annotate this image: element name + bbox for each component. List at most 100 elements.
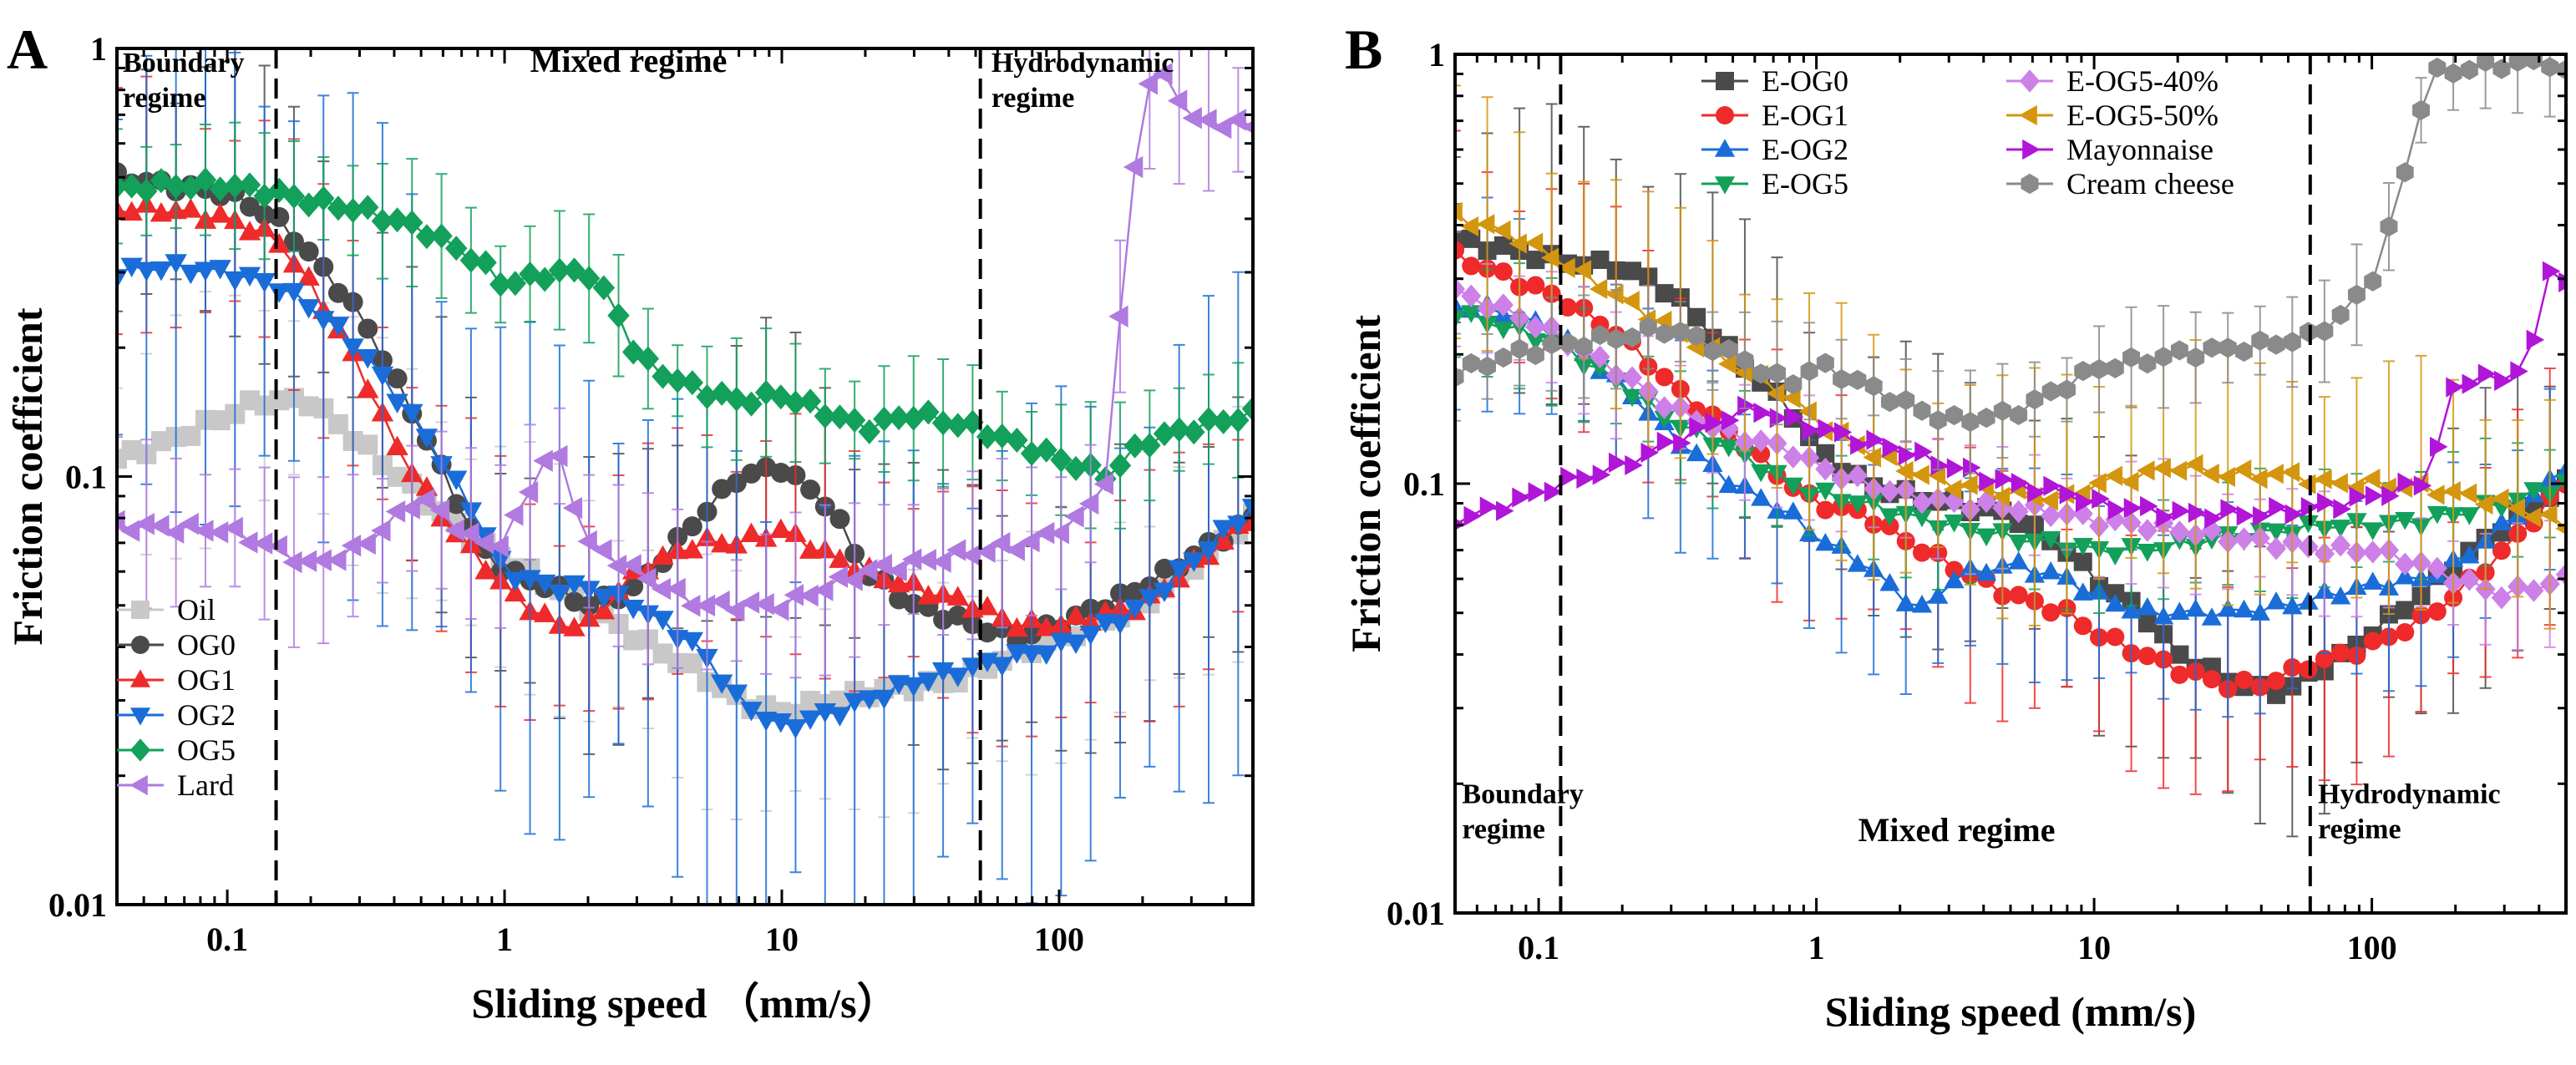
data-point <box>1493 262 1513 281</box>
series-line <box>117 178 1253 481</box>
data-point <box>2073 616 2092 636</box>
data-point <box>357 349 379 369</box>
data-point <box>1751 429 1772 453</box>
data-point <box>1863 447 1881 468</box>
data-point <box>931 662 955 682</box>
data-point <box>1168 417 1190 443</box>
data-point <box>341 534 362 557</box>
data-point <box>238 266 261 287</box>
data-point <box>1197 109 1217 131</box>
data-point <box>1573 260 1592 281</box>
data-point <box>180 198 202 218</box>
data-point <box>504 581 527 602</box>
data-point <box>1509 233 1527 254</box>
data-point <box>2317 492 2335 513</box>
data-point <box>312 311 335 331</box>
regime-label-line: regime <box>2318 814 2401 845</box>
data-point <box>1035 645 1057 666</box>
data-point <box>2494 370 2513 391</box>
data-point <box>150 515 170 537</box>
data-point <box>2154 347 2173 368</box>
data-point <box>1455 201 1463 222</box>
data-point <box>401 210 423 236</box>
data-point <box>415 429 439 449</box>
data-point <box>682 653 702 674</box>
data-point <box>327 282 348 303</box>
data-point <box>740 522 763 543</box>
data-point <box>1211 116 1232 139</box>
data-point <box>1049 522 1069 545</box>
legend-item: E-OG5-50% <box>2006 99 2219 132</box>
data-point <box>1895 593 1916 611</box>
data-point <box>1528 482 1547 503</box>
legend-item: E-OG5 <box>1701 167 1848 200</box>
data-point <box>1183 419 1205 445</box>
legend-marker <box>1716 106 1734 124</box>
regime-label-line: Boundary <box>1462 779 1584 810</box>
data-point <box>1541 247 1559 268</box>
legend-item: OG0 <box>117 628 236 662</box>
data-point <box>2426 556 2447 581</box>
data-point <box>2074 360 2092 382</box>
data-point <box>1766 383 1785 404</box>
data-point <box>2185 598 2206 617</box>
data-point <box>1575 336 1593 358</box>
regime-label: Mixed regime <box>1858 811 2056 849</box>
plot-area <box>117 48 1253 905</box>
data-point <box>2396 162 2414 183</box>
data-point <box>2106 627 2125 647</box>
data-point <box>489 535 509 558</box>
data-point <box>2300 322 2318 342</box>
data-point <box>2444 63 2462 84</box>
data-point <box>1833 368 1851 390</box>
data-point <box>2362 540 2383 564</box>
data-point <box>1687 325 1706 346</box>
data-point <box>1123 433 1146 459</box>
data-point <box>1911 509 1933 528</box>
data-point <box>2364 271 2382 292</box>
data-point <box>1455 310 1466 328</box>
data-point <box>1543 333 1561 355</box>
data-point <box>682 516 702 537</box>
data-point <box>1592 464 1611 485</box>
data-point <box>829 707 851 727</box>
data-point <box>357 318 378 339</box>
y-tick-label: 0.01 <box>1387 895 1445 932</box>
data-point <box>1975 528 1997 547</box>
data-point <box>2059 484 2078 505</box>
data-point <box>2104 465 2123 486</box>
legend-marker <box>2022 139 2041 160</box>
data-point <box>1093 473 1113 495</box>
regime-label-line: regime <box>991 83 1074 114</box>
legend-item: Cream cheese <box>2006 167 2234 200</box>
data-point <box>2395 511 2416 530</box>
data-point <box>356 532 376 555</box>
data-point <box>1802 420 1820 441</box>
data-point <box>2137 544 2158 562</box>
series-cream-cheese <box>1455 54 2566 474</box>
data-point <box>357 195 379 221</box>
y-tick-label: 1 <box>90 30 107 68</box>
data-point <box>2008 535 2029 553</box>
data-point <box>429 499 450 521</box>
data-point <box>119 520 140 542</box>
data-point <box>1493 321 1514 340</box>
y-tick-label: 1 <box>1428 36 1445 74</box>
data-point <box>2010 404 2028 426</box>
data-point <box>1703 341 1722 362</box>
data-point <box>2202 670 2221 689</box>
data-point <box>1623 327 1641 348</box>
data-point <box>2252 505 2271 527</box>
data-point <box>194 261 217 281</box>
data-point <box>621 339 645 365</box>
data-point <box>2009 586 2028 605</box>
data-point <box>444 519 464 542</box>
data-point <box>1621 388 1643 408</box>
data-point <box>2429 436 2448 457</box>
data-point <box>2041 603 2061 622</box>
data-point <box>1183 552 1205 572</box>
data-point <box>1123 155 1143 179</box>
data-point <box>534 574 556 595</box>
data-point <box>2330 586 2351 605</box>
